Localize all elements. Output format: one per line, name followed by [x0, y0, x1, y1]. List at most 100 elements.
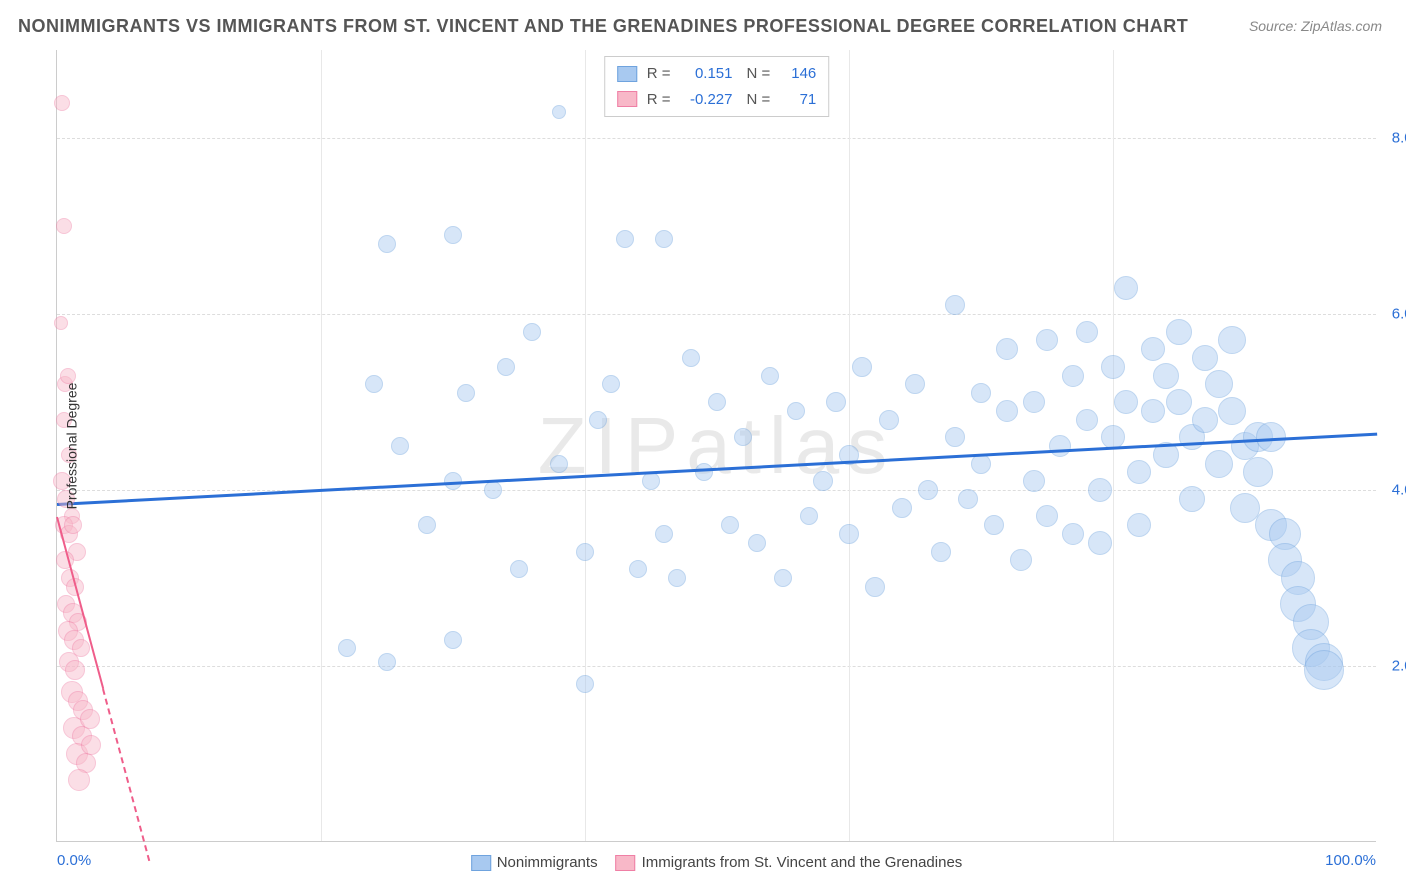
data-point [1036, 505, 1058, 527]
legend-swatch [471, 855, 491, 871]
data-point [54, 95, 70, 111]
data-point [668, 569, 686, 587]
data-point [60, 368, 76, 384]
data-point [1192, 407, 1218, 433]
data-point [682, 349, 700, 367]
data-point [958, 489, 978, 509]
data-point [444, 226, 462, 244]
data-point [457, 384, 475, 402]
data-point [695, 463, 713, 481]
data-point [523, 323, 541, 341]
series-legend-label: Nonimmigrants [497, 854, 598, 871]
data-point [1218, 326, 1246, 354]
data-point [761, 367, 779, 385]
data-point [1141, 337, 1165, 361]
data-point [905, 374, 925, 394]
data-point [734, 428, 752, 446]
series-legend-item: Nonimmigrants [471, 854, 598, 871]
legend-n-value: 71 [776, 87, 816, 113]
chart-area: ZIPatlas R =0.151N =146R =-0.227N =71 No… [56, 50, 1376, 842]
data-point [1179, 486, 1205, 512]
legend-n-label: N = [747, 61, 771, 87]
data-point [1101, 355, 1125, 379]
data-point [589, 411, 607, 429]
data-point [391, 437, 409, 455]
gridline-v [585, 50, 586, 841]
data-point [1141, 399, 1165, 423]
data-point [418, 516, 436, 534]
data-point [655, 525, 673, 543]
data-point [879, 410, 899, 430]
data-point [54, 316, 68, 330]
legend-r-label: R = [647, 87, 671, 113]
source-text: Source: ZipAtlas.com [1249, 18, 1382, 34]
series-legend: Nonimmigrants Immigrants from St. Vincent… [471, 854, 963, 871]
y-tick-label: 8.0% [1380, 130, 1406, 147]
data-point [1036, 329, 1058, 351]
data-point [1127, 513, 1151, 537]
data-point [1166, 389, 1192, 415]
y-tick-label: 2.0% [1380, 658, 1406, 675]
data-point [1153, 363, 1179, 389]
data-point [1243, 457, 1273, 487]
series-legend-label: Immigrants from St. Vincent and the Gren… [642, 854, 963, 871]
series-legend-item: Immigrants from St. Vincent and the Gren… [616, 854, 963, 871]
data-point [800, 507, 818, 525]
data-point [931, 542, 951, 562]
gridline-h [57, 666, 1376, 667]
data-point [616, 230, 634, 248]
data-point [826, 392, 846, 412]
data-point [1166, 319, 1192, 345]
data-point [378, 653, 396, 671]
data-point [64, 516, 82, 534]
gridline-h [57, 314, 1376, 315]
correlation-legend: R =0.151N =146R =-0.227N =71 [604, 56, 830, 117]
x-tick-label-left: 0.0% [57, 852, 91, 869]
legend-swatch [616, 855, 636, 871]
data-point [748, 534, 766, 552]
data-point [642, 472, 660, 490]
data-point [1230, 493, 1260, 523]
data-point [550, 455, 568, 473]
data-point [865, 577, 885, 597]
gridline-h [57, 490, 1376, 491]
data-point [81, 735, 101, 755]
chart-title: NONIMMIGRANTS VS IMMIGRANTS FROM ST. VIN… [18, 16, 1188, 37]
data-point [1192, 345, 1218, 371]
gridline-h [57, 138, 1376, 139]
data-point [378, 235, 396, 253]
gridline-v [321, 50, 322, 841]
data-point [1205, 450, 1233, 478]
data-point [839, 524, 859, 544]
data-point [444, 631, 462, 649]
legend-r-value: 0.151 [677, 61, 733, 87]
data-point [1088, 478, 1112, 502]
data-point [1114, 390, 1138, 414]
y-tick-label: 6.0% [1380, 306, 1406, 323]
data-point [1088, 531, 1112, 555]
data-point [996, 400, 1018, 422]
data-point [1062, 365, 1084, 387]
data-point [1218, 397, 1246, 425]
data-point [1062, 523, 1084, 545]
data-point [774, 569, 792, 587]
data-point [708, 393, 726, 411]
data-point [1023, 470, 1045, 492]
data-point [984, 515, 1004, 535]
data-point [1076, 409, 1098, 431]
data-point [484, 481, 502, 499]
data-point [971, 383, 991, 403]
data-point [80, 709, 100, 729]
data-point [892, 498, 912, 518]
data-point [945, 427, 965, 447]
data-point [1023, 391, 1045, 413]
data-point [852, 357, 872, 377]
data-point [602, 375, 620, 393]
data-point [918, 480, 938, 500]
legend-n-value: 146 [776, 61, 816, 87]
data-point [629, 560, 647, 578]
legend-r-label: R = [647, 61, 671, 87]
data-point [721, 516, 739, 534]
x-tick-label-right: 100.0% [1325, 852, 1376, 869]
data-point [813, 471, 833, 491]
